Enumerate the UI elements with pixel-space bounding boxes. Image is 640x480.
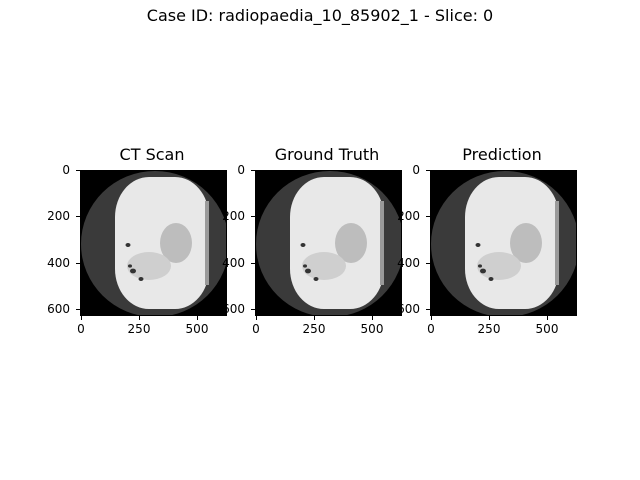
air-pocket <box>130 268 136 274</box>
air-pocket <box>138 277 144 281</box>
y-tick-mark <box>426 309 430 310</box>
x-tick-mark <box>372 316 373 320</box>
y-tick-mark <box>76 309 80 310</box>
y-tick-mark <box>251 263 255 264</box>
table-edge <box>555 201 559 285</box>
air-pocket <box>475 243 481 247</box>
bowel-region <box>302 252 346 280</box>
air-pocket <box>305 268 311 274</box>
air-pocket <box>313 277 319 281</box>
y-tick-label: 200 <box>397 209 420 223</box>
y-tick-label: 400 <box>47 256 70 270</box>
x-tick-mark <box>489 316 490 320</box>
y-tick-label: 600 <box>222 302 245 316</box>
figure-suptitle: Case ID: radiopaedia_10_85902_1 - Slice:… <box>146 6 494 25</box>
prediction-image <box>430 170 577 316</box>
y-tick-label: 200 <box>222 209 245 223</box>
y-tick-label: 600 <box>47 302 70 316</box>
x-tick-label: 500 <box>535 322 559 336</box>
y-tick-mark <box>251 170 255 171</box>
air-pocket <box>478 264 482 268</box>
y-tick-mark <box>76 170 80 171</box>
air-pocket <box>128 264 132 268</box>
air-pocket <box>300 243 306 247</box>
x-tick-label: 0 <box>427 322 435 336</box>
y-tick-mark <box>426 263 430 264</box>
ct-scan-image <box>80 170 227 316</box>
x-tick-label: 0 <box>77 322 85 336</box>
x-tick-label: 250 <box>477 322 501 336</box>
x-tick-label: 500 <box>360 322 384 336</box>
bowel-region <box>127 252 171 280</box>
y-tick-mark <box>76 263 80 264</box>
y-tick-label: 400 <box>222 256 245 270</box>
y-tick-label: 400 <box>397 256 420 270</box>
bowel-region <box>477 252 521 280</box>
x-tick-mark <box>314 316 315 320</box>
panel-title-prediction: Prediction <box>462 145 542 164</box>
x-tick-mark <box>547 316 548 320</box>
y-tick-mark <box>251 216 255 217</box>
table-edge <box>380 201 384 285</box>
air-pocket <box>488 277 494 281</box>
y-tick-mark <box>426 216 430 217</box>
air-pocket <box>125 243 131 247</box>
y-tick-label: 0 <box>412 163 420 177</box>
y-tick-label: 600 <box>397 302 420 316</box>
x-tick-mark <box>431 316 432 320</box>
panel-title-ct-scan: CT Scan <box>119 145 185 164</box>
x-tick-mark <box>256 316 257 320</box>
y-tick-label: 0 <box>237 163 245 177</box>
ground-truth-image <box>255 170 402 316</box>
y-tick-label: 0 <box>62 163 70 177</box>
x-tick-label: 250 <box>302 322 326 336</box>
x-tick-label: 0 <box>252 322 260 336</box>
x-tick-label: 500 <box>185 322 209 336</box>
air-pocket <box>303 264 307 268</box>
air-pocket <box>480 268 486 274</box>
organ-region <box>335 223 367 263</box>
y-tick-mark <box>76 216 80 217</box>
y-tick-mark <box>426 170 430 171</box>
x-tick-mark <box>197 316 198 320</box>
x-tick-label: 250 <box>127 322 151 336</box>
organ-region <box>160 223 192 263</box>
x-tick-mark <box>139 316 140 320</box>
y-tick-mark <box>251 309 255 310</box>
organ-region <box>510 223 542 263</box>
y-tick-label: 200 <box>47 209 70 223</box>
table-edge <box>205 201 209 285</box>
x-tick-mark <box>81 316 82 320</box>
panel-title-ground-truth: Ground Truth <box>274 145 380 164</box>
